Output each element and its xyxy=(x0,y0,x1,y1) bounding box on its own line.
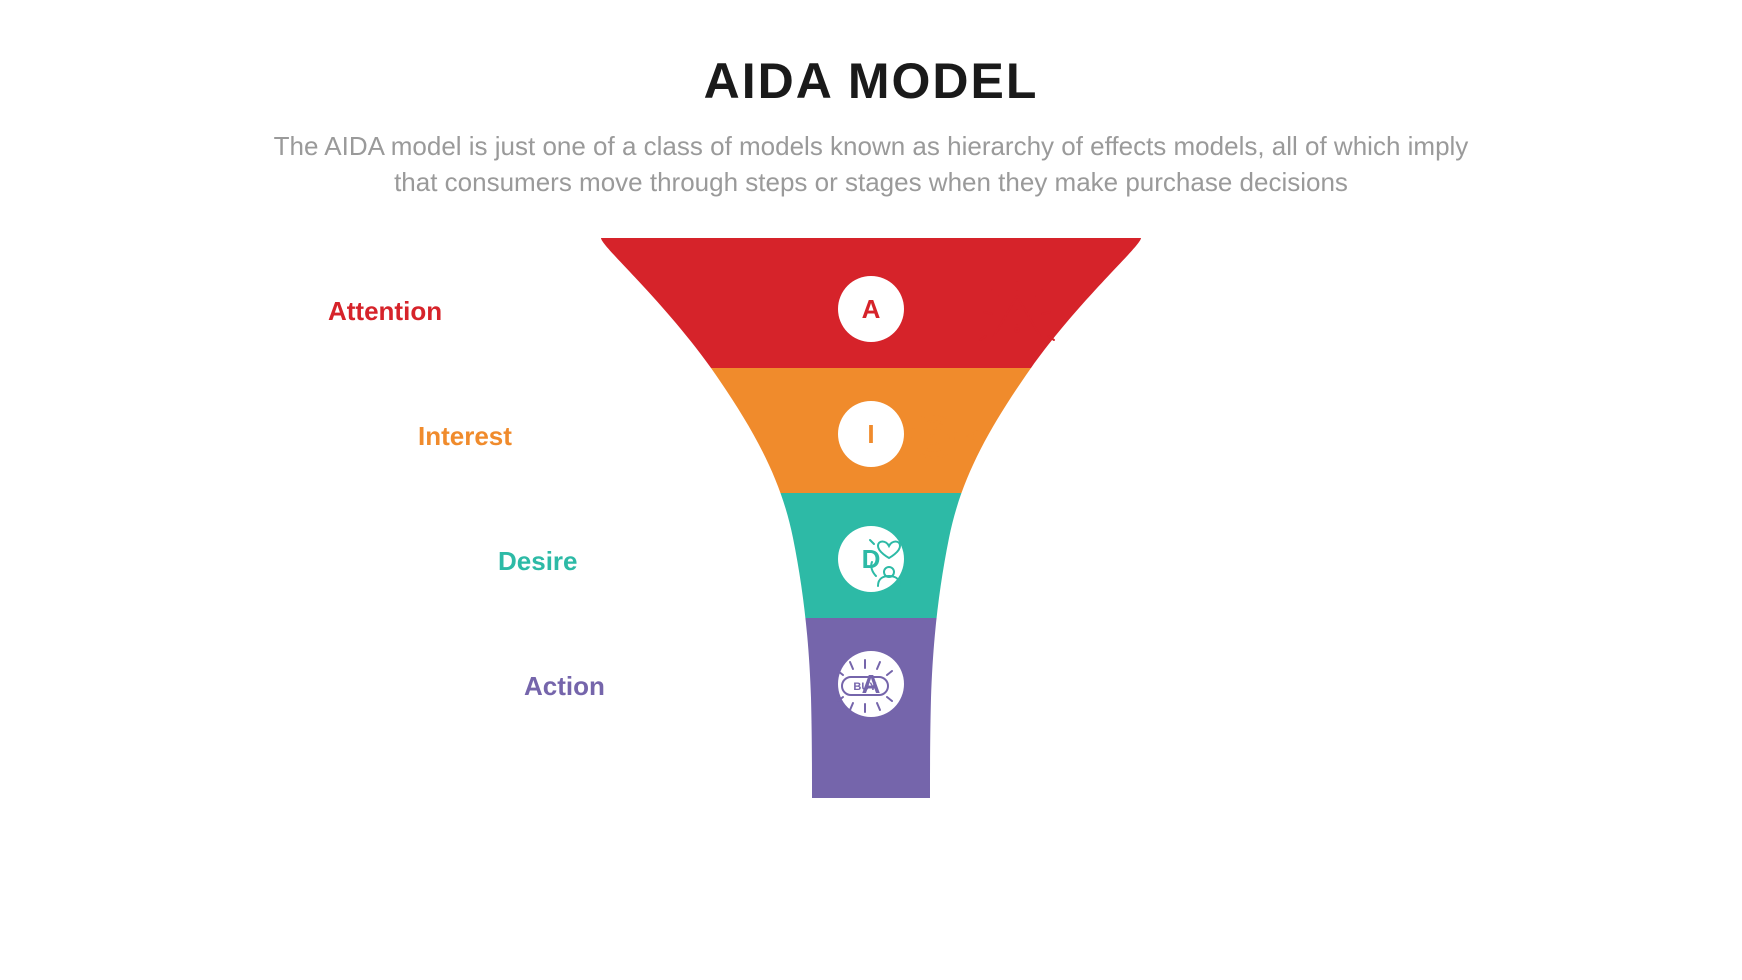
badge-letter: A xyxy=(862,294,881,325)
target-icon xyxy=(908,410,980,467)
funnel-diagram: A I D A Attention Interest Desire Action xyxy=(0,238,1742,838)
alert-triangle-icon xyxy=(978,280,1056,353)
badge-interest: I xyxy=(838,401,904,467)
heart-hands-icon xyxy=(860,526,918,593)
badge-letter: I xyxy=(867,419,874,450)
stage-label-attention: Attention xyxy=(328,296,442,327)
stage-label-interest: Interest xyxy=(418,421,512,452)
header: AIDA MODEL The AIDA model is just one of… xyxy=(0,0,1742,201)
stage-label-action: Action xyxy=(524,671,605,702)
svg-text:BUY: BUY xyxy=(853,681,877,693)
page-subtitle: The AIDA model is just one of a class of… xyxy=(271,128,1471,201)
page-title: AIDA MODEL xyxy=(0,52,1742,110)
badge-attention: A xyxy=(838,276,904,342)
buy-pill-icon: BUY xyxy=(830,656,900,721)
stage-label-desire: Desire xyxy=(498,546,578,577)
